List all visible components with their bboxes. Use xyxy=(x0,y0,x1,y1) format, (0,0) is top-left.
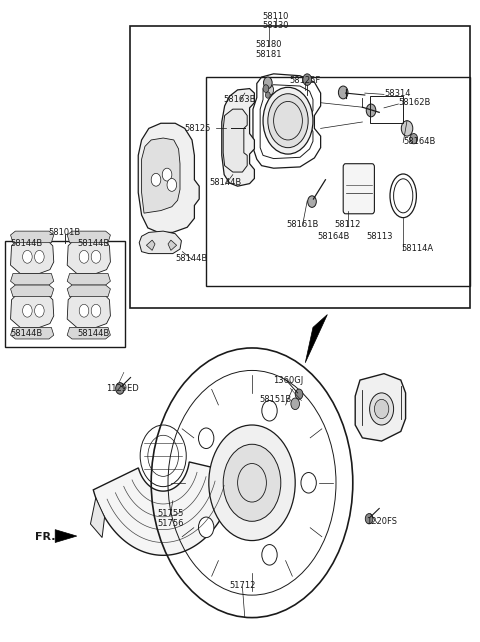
Circle shape xyxy=(167,178,177,191)
Text: 58101B: 58101B xyxy=(48,228,81,237)
Circle shape xyxy=(366,104,376,117)
Circle shape xyxy=(23,250,32,263)
Circle shape xyxy=(295,389,303,399)
Polygon shape xyxy=(168,240,177,250)
Polygon shape xyxy=(67,231,110,243)
Polygon shape xyxy=(67,273,110,285)
Text: 1220FS: 1220FS xyxy=(366,517,397,526)
Polygon shape xyxy=(305,315,327,363)
Circle shape xyxy=(266,85,274,95)
Circle shape xyxy=(303,74,312,85)
Text: 58180: 58180 xyxy=(255,40,282,49)
Circle shape xyxy=(370,393,394,425)
Circle shape xyxy=(227,126,230,131)
Circle shape xyxy=(79,304,89,317)
Text: 58144B: 58144B xyxy=(10,329,43,338)
Circle shape xyxy=(264,77,272,89)
Polygon shape xyxy=(11,293,54,327)
Circle shape xyxy=(116,383,124,394)
Text: 58144B: 58144B xyxy=(77,239,110,248)
Text: FR.: FR. xyxy=(35,532,55,542)
Text: 58162B: 58162B xyxy=(398,98,431,107)
Text: 58164B: 58164B xyxy=(317,232,350,241)
Circle shape xyxy=(262,544,277,565)
Polygon shape xyxy=(11,327,54,339)
Text: 58144B: 58144B xyxy=(77,329,110,338)
Polygon shape xyxy=(11,239,54,273)
Polygon shape xyxy=(138,123,199,232)
Text: 58151B: 58151B xyxy=(260,395,292,404)
Circle shape xyxy=(91,250,101,263)
Polygon shape xyxy=(228,473,248,506)
Circle shape xyxy=(291,398,300,410)
Circle shape xyxy=(262,401,277,421)
Text: 58125F: 58125F xyxy=(289,76,321,85)
Polygon shape xyxy=(90,498,105,537)
Circle shape xyxy=(199,428,214,449)
Circle shape xyxy=(410,134,418,144)
Circle shape xyxy=(365,514,373,524)
Circle shape xyxy=(268,94,308,148)
Circle shape xyxy=(374,399,389,419)
FancyBboxPatch shape xyxy=(343,164,374,214)
Text: 58113: 58113 xyxy=(366,232,393,241)
Polygon shape xyxy=(11,273,54,285)
Bar xyxy=(130,26,470,308)
Circle shape xyxy=(263,87,313,154)
Bar xyxy=(206,77,470,286)
Circle shape xyxy=(223,444,281,521)
Text: 51712: 51712 xyxy=(229,581,255,590)
Circle shape xyxy=(35,304,44,317)
Bar xyxy=(370,96,403,123)
Text: 58114A: 58114A xyxy=(402,244,433,253)
Circle shape xyxy=(151,173,161,186)
Circle shape xyxy=(301,473,316,493)
Text: 58181: 58181 xyxy=(255,50,282,59)
Text: 58144B: 58144B xyxy=(176,254,208,263)
Circle shape xyxy=(91,304,101,317)
Bar xyxy=(5,241,125,347)
Polygon shape xyxy=(146,240,155,250)
Text: 51755: 51755 xyxy=(157,509,183,518)
Circle shape xyxy=(35,250,44,263)
Polygon shape xyxy=(11,231,54,243)
Text: 58130: 58130 xyxy=(263,21,289,30)
Circle shape xyxy=(265,92,270,98)
Circle shape xyxy=(79,250,89,263)
Polygon shape xyxy=(67,327,110,339)
Text: 58161B: 58161B xyxy=(286,220,319,229)
Polygon shape xyxy=(142,138,180,213)
Text: 58112: 58112 xyxy=(335,220,361,229)
Text: 58164B: 58164B xyxy=(403,137,435,146)
Polygon shape xyxy=(139,231,181,254)
Circle shape xyxy=(209,425,295,541)
Circle shape xyxy=(140,425,186,487)
Polygon shape xyxy=(67,239,110,273)
Text: 58163B: 58163B xyxy=(224,95,256,104)
Polygon shape xyxy=(93,462,237,555)
Text: 51756: 51756 xyxy=(157,519,184,528)
Polygon shape xyxy=(55,530,77,542)
Polygon shape xyxy=(355,374,406,441)
Polygon shape xyxy=(67,285,110,297)
Circle shape xyxy=(308,196,316,207)
Text: 1129ED: 1129ED xyxy=(106,384,139,393)
Text: 58144B: 58144B xyxy=(10,239,43,248)
Circle shape xyxy=(263,85,269,92)
Polygon shape xyxy=(11,285,54,297)
Text: 58125: 58125 xyxy=(185,124,211,133)
Text: 1360GJ: 1360GJ xyxy=(273,376,303,385)
Circle shape xyxy=(162,168,172,181)
Circle shape xyxy=(338,86,348,99)
Polygon shape xyxy=(223,109,247,172)
Text: 58314: 58314 xyxy=(384,89,410,98)
Polygon shape xyxy=(67,293,110,327)
Circle shape xyxy=(23,304,32,317)
Text: 58144B: 58144B xyxy=(209,178,242,187)
Polygon shape xyxy=(222,89,254,186)
Circle shape xyxy=(401,121,413,136)
Circle shape xyxy=(199,517,214,537)
Text: 58110: 58110 xyxy=(263,12,289,21)
